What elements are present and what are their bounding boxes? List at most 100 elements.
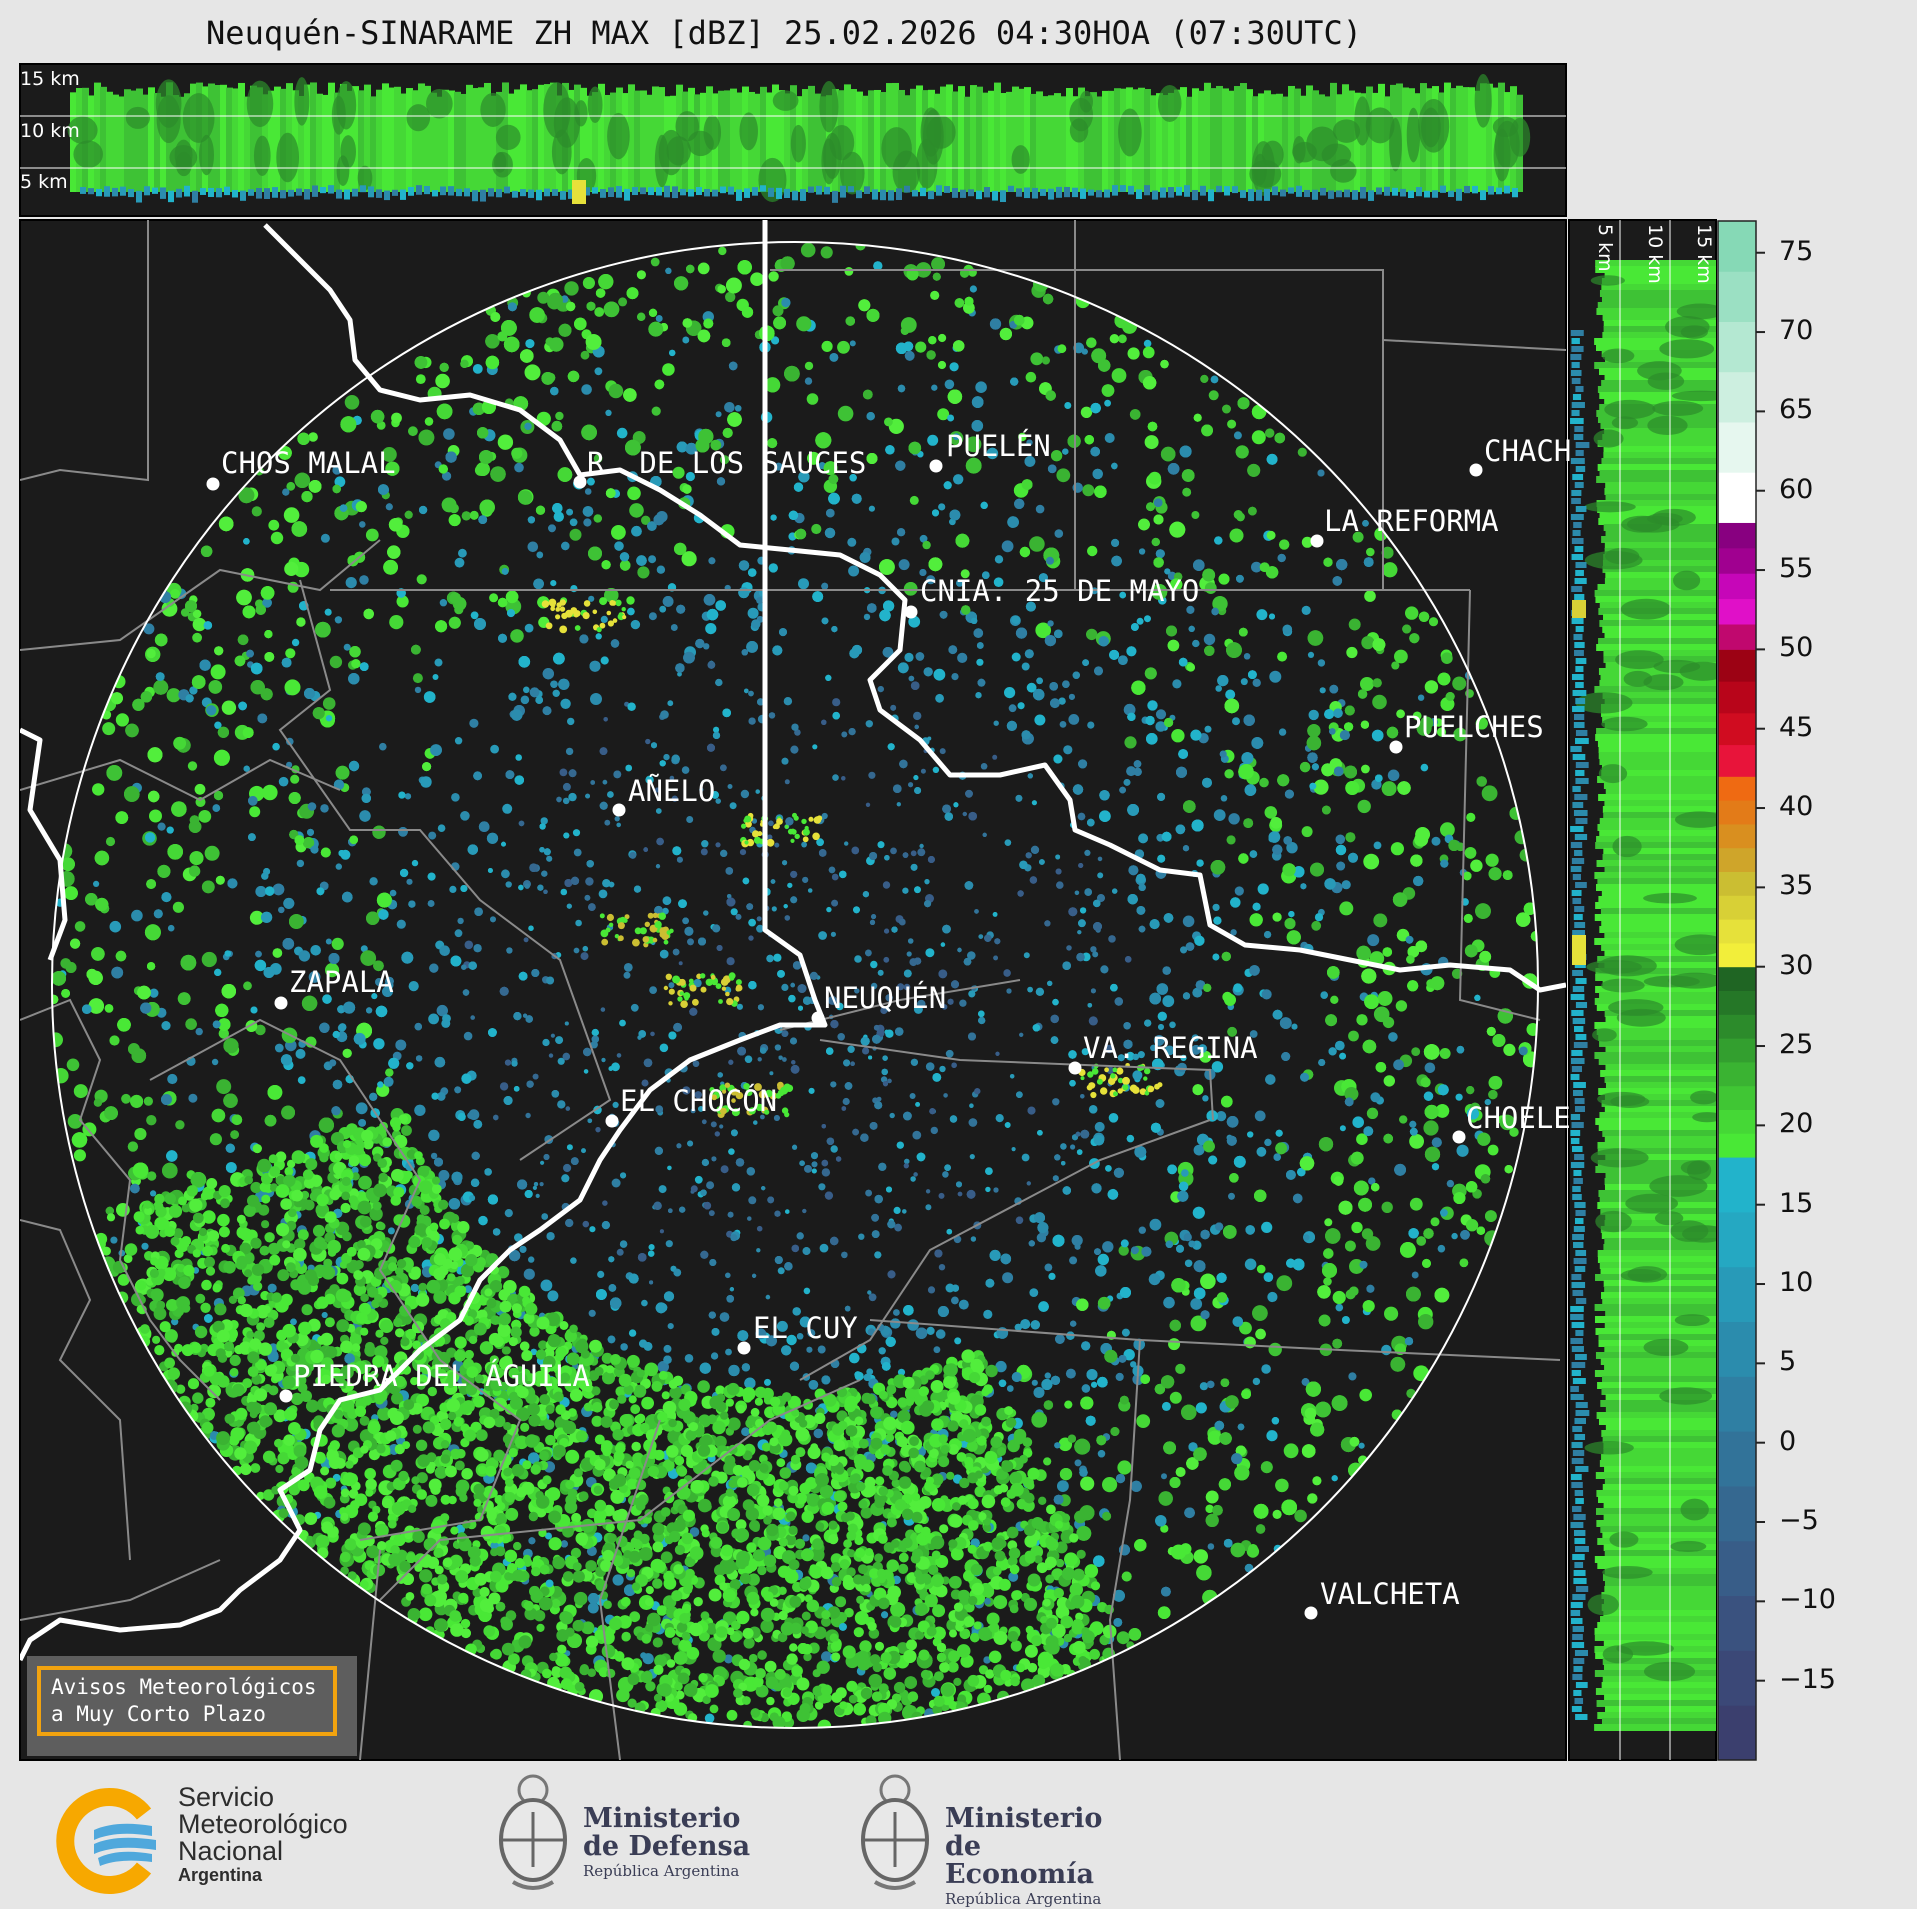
colorbar-segment — [1718, 1321, 1756, 1377]
colorbar-segment — [1718, 1038, 1756, 1063]
ministerio-economia-logo[interactable]: Ministerio de Economía República Argenti… — [855, 1772, 1135, 1908]
colorbar-segment — [1718, 744, 1756, 777]
smn-logo-line-2: Meteorológico — [178, 1809, 348, 1839]
smn-logo-line-1: Servicio — [178, 1782, 275, 1812]
colorbar-segment — [1718, 1650, 1756, 1706]
colorbar — [1718, 221, 1756, 1761]
city-label-chach: CHACH — [1484, 434, 1572, 468]
colorbar-segment — [1718, 1061, 1756, 1087]
alert-box-text: Avisos Meteorológicos a Muy Corto Plazo — [37, 1666, 337, 1736]
colorbar-frame — [1717, 220, 1757, 1761]
national-coat-of-arms-icon — [861, 1774, 929, 1890]
city-marker[interactable] — [1068, 1061, 1082, 1075]
colorbar-segment — [1718, 1157, 1756, 1213]
colorbar-segment — [1718, 776, 1756, 801]
colorbar-segment — [1718, 919, 1756, 944]
colorbar-segment — [1718, 1014, 1756, 1039]
colorbar-segment — [1718, 547, 1756, 574]
colorbar-segment — [1718, 1085, 1756, 1110]
top-altitude-label-5km: 5 km — [20, 171, 68, 193]
colorbar-segment — [1718, 1431, 1756, 1487]
side-altitude-label-5km: 5 km — [1594, 224, 1616, 272]
colorbar-tick-label: 15 — [1779, 1187, 1814, 1219]
range-ring — [51, 241, 1539, 1729]
alert-box[interactable]: Avisos Meteorológicos a Muy Corto Plazo — [27, 1656, 357, 1756]
colorbar-segment — [1718, 1595, 1756, 1651]
colorbar-segment — [1718, 966, 1756, 991]
colorbar-segment — [1718, 895, 1756, 920]
city-label-el-chocon: EL CHOCÓN — [620, 1084, 778, 1118]
city-marker[interactable] — [612, 803, 626, 817]
colorbar-tick-label: 50 — [1779, 632, 1814, 664]
city-label-neuquen: NEUQUÉN — [824, 981, 947, 1015]
colorbar-segment — [1718, 990, 1756, 1015]
top-cross-section-echoes — [67, 74, 1531, 204]
alert-line-2: a Muy Corto Plazo — [51, 1702, 266, 1726]
city-marker[interactable] — [737, 1341, 751, 1355]
colorbar-segment — [1718, 573, 1756, 600]
colorbar-segment — [1718, 1133, 1756, 1158]
colorbar-tick-label: 75 — [1779, 235, 1814, 267]
colorbar-tick-label: 65 — [1779, 394, 1814, 426]
city-label-colonia-25-de-mayo: CNIA. 25 DE MAYO — [920, 574, 1200, 608]
city-marker[interactable] — [573, 475, 587, 489]
colorbar-tick-label: 0 — [1779, 1425, 1797, 1457]
colorbar-segment — [1718, 1540, 1756, 1597]
colorbar-segment — [1718, 1109, 1756, 1134]
national-coat-of-arms-icon — [499, 1774, 567, 1890]
defensa-logo-line-1: Ministerio — [583, 1803, 741, 1834]
colorbar-segment — [1718, 942, 1756, 968]
city-label-puelches: PUELCHES — [1404, 710, 1544, 744]
city-marker[interactable] — [904, 605, 918, 619]
colorbar-tick-label: −5 — [1779, 1505, 1819, 1536]
city-markers — [206, 459, 1483, 1620]
colorbar-segment — [1718, 271, 1756, 322]
smn-logo[interactable]: Servicio Meteorológico Nacional Argentin… — [56, 1781, 386, 1894]
city-marker[interactable] — [1304, 1606, 1318, 1620]
ministerio-defensa-logo[interactable]: Ministerio de Defensa República Argentin… — [493, 1772, 753, 1897]
city-marker[interactable] — [274, 996, 288, 1010]
city-label-el-cuy: EL CUY — [753, 1311, 858, 1345]
colorbar-segment — [1718, 598, 1756, 625]
alert-line-1: Avisos Meteorológicos — [51, 1675, 317, 1699]
colorbar-tick-label: −15 — [1779, 1663, 1836, 1695]
city-label-chos-malal: CHOS MALAL — [221, 446, 396, 480]
smn-logo-line-3: Nacional — [178, 1836, 284, 1866]
colorbar-segment — [1718, 221, 1756, 272]
colorbar-ticks — [1756, 251, 1765, 1682]
colorbar-segment — [1718, 1705, 1756, 1761]
city-label-zapala: ZAPALA — [289, 965, 394, 999]
city-marker[interactable] — [279, 1389, 293, 1403]
colorbar-tick-label: 40 — [1779, 791, 1814, 823]
colorbar-tick-label: 5 — [1779, 1346, 1797, 1378]
colorbar-tick-label: 70 — [1779, 315, 1814, 347]
city-label-rincon-de-los-sauces: R. DE LOS SAUCES — [587, 446, 867, 480]
side-altitude-label-15km: 15 km — [1693, 224, 1715, 284]
colorbar-tick-label: 55 — [1779, 553, 1814, 585]
city-marker[interactable] — [1310, 534, 1324, 548]
city-marker[interactable] — [811, 1011, 825, 1025]
economia-logo-line-1: Ministerio — [945, 1803, 1103, 1834]
city-marker[interactable] — [1452, 1130, 1466, 1144]
defensa-logo-line-2: de Defensa — [583, 1831, 751, 1862]
colorbar-segment — [1718, 371, 1756, 423]
colorbar-segment — [1718, 421, 1756, 473]
smn-logo-line-4: Argentina — [178, 1865, 263, 1885]
colorbar-segment — [1718, 681, 1756, 714]
colorbar-tick-label: 10 — [1779, 1267, 1814, 1299]
colorbar-tick-label: 35 — [1779, 870, 1814, 902]
reflectivity-echoes — [52, 242, 1538, 1728]
city-marker[interactable] — [1469, 463, 1483, 477]
city-marker[interactable] — [206, 477, 220, 491]
city-marker[interactable] — [1389, 740, 1403, 754]
colorbar-segment — [1718, 472, 1756, 523]
city-label-villa-regina: VA. REGINA — [1083, 1031, 1258, 1065]
city-marker[interactable] — [929, 459, 943, 473]
colorbar-segment — [1718, 321, 1756, 373]
top-altitude-label-15km: 15 km — [20, 68, 80, 90]
city-marker[interactable] — [605, 1114, 619, 1128]
side-cross-section-echoes — [1570, 260, 1716, 1731]
colorbar-segment — [1718, 871, 1756, 896]
colorbar-segment — [1718, 800, 1756, 825]
side-altitude-label-10km: 10 km — [1644, 224, 1666, 284]
